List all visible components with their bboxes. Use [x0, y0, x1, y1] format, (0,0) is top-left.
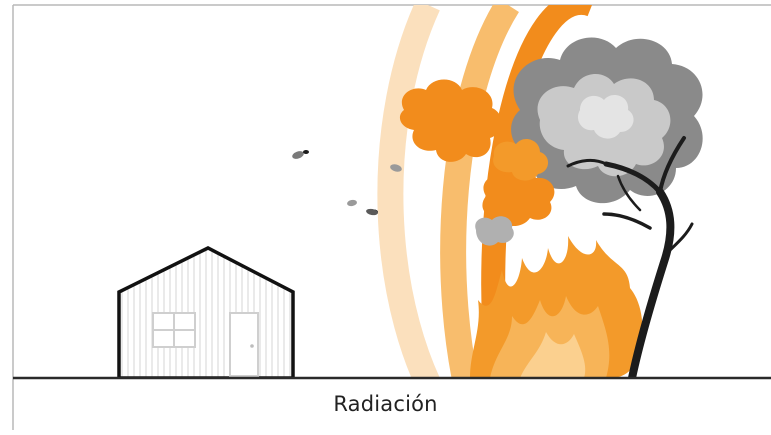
- radiation-arc-middle: [440, 5, 519, 378]
- smoke-icon: [511, 37, 703, 204]
- frame-border: [12, 4, 771, 430]
- house-icon: [117, 246, 295, 378]
- burning-foliage: [399, 79, 555, 246]
- burning-tree-icon: [566, 136, 694, 378]
- flame-icon: [470, 236, 643, 378]
- radiation-arc-outer: [377, 5, 440, 378]
- caption-label: Radiación: [333, 392, 438, 416]
- ember-icon: [292, 150, 402, 216]
- house-door: [229, 312, 259, 377]
